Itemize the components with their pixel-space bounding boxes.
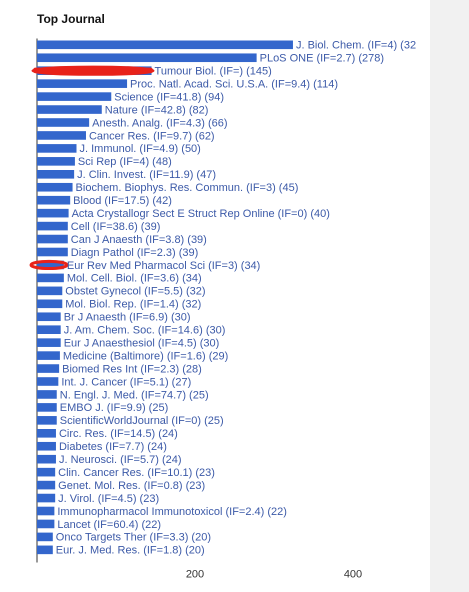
bar xyxy=(37,519,55,529)
bar-label: Medicine (Baltimore) (IF=1.6) (29) xyxy=(63,350,228,362)
bar-label: J. Clin. Invest. (IF=11.9) (47) xyxy=(77,169,216,181)
bar xyxy=(37,118,90,127)
bar xyxy=(37,338,61,347)
bar xyxy=(37,273,64,283)
bar xyxy=(37,234,68,244)
bar xyxy=(37,532,53,542)
bar xyxy=(37,170,75,179)
bar xyxy=(37,377,59,386)
bar-label: Nature (IF=42.8) (82) xyxy=(105,104,209,116)
bar xyxy=(37,506,55,516)
bar xyxy=(37,416,57,425)
bar xyxy=(37,325,61,334)
bar xyxy=(37,221,68,231)
chart-title: Top Journal xyxy=(37,12,105,26)
bar-label: Genet. Mol. Res. (IF=0.8) (23) xyxy=(58,480,205,492)
bar-label: Blood (IF=17.5) (42) xyxy=(73,195,172,207)
bar-label: J. Immunol. (IF=4.9) (50) xyxy=(80,143,201,155)
x-tick-label: 200 xyxy=(186,569,204,581)
bar-label: Acta Crystallogr Sect E Struct Rep Onlin… xyxy=(72,208,330,220)
bar xyxy=(37,312,61,322)
bar-label: Eur J Anaesthesiol (IF=4.5) (30) xyxy=(64,337,220,349)
bar-label: Circ. Res. (IF=14.5) (24) xyxy=(59,428,178,440)
bar xyxy=(37,157,75,166)
bar xyxy=(37,403,57,412)
bar xyxy=(37,299,63,309)
bar-label: J. Am. Chem. Soc. (IF=14.6) (30) xyxy=(64,325,226,337)
bar xyxy=(37,441,56,451)
bar-label: Sci Rep (IF=4) (48) xyxy=(78,156,172,168)
bar-label: J. Neurosci. (IF=5.7) (24) xyxy=(59,454,182,466)
bar-label: Diabetes (IF=7.7) (24) xyxy=(59,441,167,453)
bar-label: PLoS ONE (IF=2.7) (278) xyxy=(260,53,384,65)
bar-label: Eur Rev Med Pharmacol Sci (IF=3) (34) xyxy=(67,260,260,272)
bar-label: Mol. Cell. Biol. (IF=3.6) (34) xyxy=(67,273,202,285)
bar xyxy=(37,105,102,114)
bar xyxy=(37,79,128,88)
bar xyxy=(37,53,257,63)
bar xyxy=(37,429,56,438)
bar-label: Diagn Pathol (IF=2.3) (39) xyxy=(71,247,198,259)
bar xyxy=(37,260,64,270)
bar-label: Eur. J. Med. Res. (IF=1.8) (20) xyxy=(56,545,205,557)
bar xyxy=(37,286,63,296)
bar-label: N. Engl. J. Med. (IF=74.7) (25) xyxy=(60,389,209,401)
bar-label: Br J Anaesth (IF=6.9) (30) xyxy=(64,312,191,324)
bar xyxy=(37,545,53,555)
bar xyxy=(37,454,56,464)
bar xyxy=(37,144,77,153)
bar xyxy=(37,247,68,257)
bar-label: Clin. Cancer Res. (IF=10.1) (23) xyxy=(58,467,215,479)
highlight-stroke xyxy=(33,67,153,74)
bar xyxy=(37,182,73,192)
bar-label: J. Biol. Chem. (IF=4) (32 xyxy=(296,40,416,52)
bar-label: Proc. Natl. Acad. Sci. U.S.A. (IF=9.4) (… xyxy=(130,78,338,90)
bar-label: Obstet Gynecol (IF=5.5) (32) xyxy=(65,286,205,298)
bar-label: Mol. Biol. Rep. (IF=1.4) (32) xyxy=(65,299,201,311)
bar-label: Lancet (IF=60.4) (22) xyxy=(57,519,161,531)
bar xyxy=(37,195,71,205)
chart-card: Top Journal J. Biol. Chem. (IF=4) (32 PLo… xyxy=(0,0,430,592)
bar-label: Science (IF=41.8) (94) xyxy=(114,91,224,103)
bar xyxy=(37,92,112,101)
bar-label: Can J Anaesth (IF=3.8) (39) xyxy=(71,234,207,246)
bar-label: Onco Targets Ther (IF=3.3) (20) xyxy=(56,532,211,544)
bar xyxy=(37,40,293,50)
bar-label: EMBO J. (IF=9.9) (25) xyxy=(60,402,169,414)
bar-label: Anesth. Analg. (IF=4.3) (66) xyxy=(92,117,227,129)
bar-label: Biomed Res Int (IF=2.3) (28) xyxy=(62,363,202,375)
bar-label: ScientificWorldJournal (IF=0) (25) xyxy=(60,415,224,427)
bar xyxy=(37,364,60,373)
bar xyxy=(37,493,56,503)
bar-label: J. Virol. (IF=4.5) (23) xyxy=(58,493,159,505)
bar-label: Int. J. Cancer (IF=5.1) (27) xyxy=(61,376,191,388)
bar-label: Tumour Biol. (IF=) (145) xyxy=(155,66,272,78)
x-tick-label: 400 xyxy=(344,569,362,581)
bar-label: Cell (IF=38.6) (39) xyxy=(71,221,161,233)
bar xyxy=(37,390,57,399)
bar xyxy=(37,480,56,490)
bar-label: Biochem. Biophys. Res. Commun. (IF=3) (4… xyxy=(76,182,299,194)
bar xyxy=(37,351,60,360)
bar xyxy=(37,208,69,218)
bar-label: Cancer Res. (IF=9.7) (62) xyxy=(89,130,215,142)
bar xyxy=(37,131,86,140)
highlight-marker xyxy=(29,259,69,271)
bar xyxy=(37,467,56,477)
bar-label: Immunopharmacol Immunotoxicol (IF=2.4) (… xyxy=(57,506,287,518)
